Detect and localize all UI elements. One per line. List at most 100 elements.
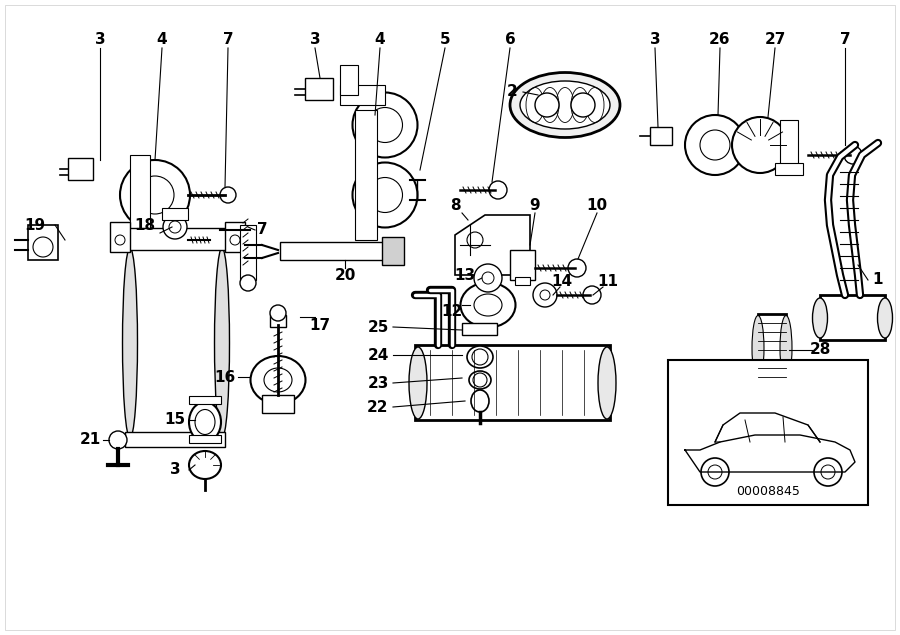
Ellipse shape — [367, 107, 402, 142]
Ellipse shape — [510, 72, 620, 138]
Polygon shape — [455, 215, 530, 275]
Circle shape — [270, 305, 286, 321]
Circle shape — [700, 130, 730, 160]
Bar — [340, 65, 358, 95]
Bar — [240, 225, 256, 280]
Text: 7: 7 — [840, 32, 850, 48]
Ellipse shape — [409, 347, 427, 419]
Circle shape — [109, 431, 127, 449]
Ellipse shape — [195, 410, 215, 434]
Text: 26: 26 — [709, 32, 731, 48]
Ellipse shape — [250, 356, 305, 404]
Ellipse shape — [780, 316, 792, 380]
Circle shape — [220, 187, 236, 203]
Circle shape — [33, 237, 53, 257]
Ellipse shape — [214, 248, 230, 438]
Circle shape — [844, 146, 862, 164]
Text: 14: 14 — [552, 274, 572, 290]
Circle shape — [169, 221, 181, 233]
Text: 11: 11 — [598, 274, 618, 290]
Text: 28: 28 — [809, 342, 831, 358]
Circle shape — [535, 93, 559, 117]
Text: 17: 17 — [310, 318, 330, 333]
Text: 5: 5 — [440, 32, 450, 48]
Circle shape — [115, 235, 125, 245]
Circle shape — [708, 465, 722, 479]
Bar — [510, 250, 535, 280]
Ellipse shape — [189, 402, 221, 442]
Circle shape — [571, 93, 595, 117]
Bar — [415, 345, 610, 420]
Text: 9: 9 — [530, 197, 540, 213]
Circle shape — [533, 283, 557, 307]
Ellipse shape — [520, 81, 610, 129]
Text: 24: 24 — [367, 347, 389, 363]
Text: 16: 16 — [214, 370, 236, 385]
Bar — [110, 222, 130, 252]
Bar — [189, 396, 221, 404]
Bar — [68, 158, 93, 180]
Text: 3: 3 — [310, 32, 320, 48]
Text: 25: 25 — [367, 319, 389, 335]
Circle shape — [732, 117, 788, 173]
Ellipse shape — [467, 346, 493, 368]
Bar — [650, 127, 672, 145]
Text: 20: 20 — [334, 267, 356, 283]
Bar — [340, 85, 385, 105]
Bar — [162, 208, 188, 220]
Text: 22: 22 — [367, 399, 389, 415]
Bar — [382, 237, 404, 265]
Ellipse shape — [353, 93, 418, 157]
Text: 3: 3 — [170, 462, 180, 478]
Text: 3: 3 — [94, 32, 105, 48]
Bar — [262, 395, 294, 413]
Bar — [130, 245, 222, 440]
Bar — [780, 120, 798, 170]
Circle shape — [540, 290, 550, 300]
Text: 23: 23 — [367, 375, 389, 391]
Text: 4: 4 — [157, 32, 167, 48]
Circle shape — [472, 349, 488, 365]
Bar — [28, 225, 58, 260]
Bar — [820, 295, 885, 340]
Bar — [355, 110, 377, 240]
Bar — [125, 432, 225, 447]
Circle shape — [814, 458, 842, 486]
Ellipse shape — [461, 283, 516, 328]
Ellipse shape — [469, 371, 491, 389]
Ellipse shape — [471, 390, 489, 412]
Bar — [305, 78, 333, 100]
Text: 13: 13 — [454, 267, 475, 283]
Circle shape — [473, 373, 487, 387]
Bar — [130, 155, 150, 235]
Bar — [280, 242, 385, 260]
Text: 3: 3 — [650, 32, 661, 48]
Ellipse shape — [353, 163, 418, 227]
Text: 8: 8 — [450, 197, 460, 213]
Text: 15: 15 — [165, 413, 185, 427]
Circle shape — [489, 181, 507, 199]
Circle shape — [583, 286, 601, 304]
Text: 18: 18 — [134, 218, 156, 232]
Ellipse shape — [598, 347, 616, 419]
Circle shape — [482, 272, 494, 284]
Bar — [115, 228, 240, 250]
Ellipse shape — [136, 176, 174, 214]
Ellipse shape — [474, 294, 502, 316]
Text: 10: 10 — [587, 197, 608, 213]
Circle shape — [685, 115, 745, 175]
Bar — [758, 314, 786, 382]
Text: 7: 7 — [256, 222, 267, 237]
Ellipse shape — [878, 298, 893, 338]
Text: 00008845: 00008845 — [736, 485, 800, 498]
Ellipse shape — [120, 160, 190, 230]
Text: 4: 4 — [374, 32, 385, 48]
Text: 1: 1 — [873, 272, 883, 288]
Ellipse shape — [264, 368, 292, 392]
Text: 7: 7 — [222, 32, 233, 48]
Bar — [270, 315, 286, 327]
Circle shape — [467, 232, 483, 248]
Text: 21: 21 — [79, 432, 101, 448]
Ellipse shape — [122, 248, 138, 438]
Circle shape — [163, 215, 187, 239]
